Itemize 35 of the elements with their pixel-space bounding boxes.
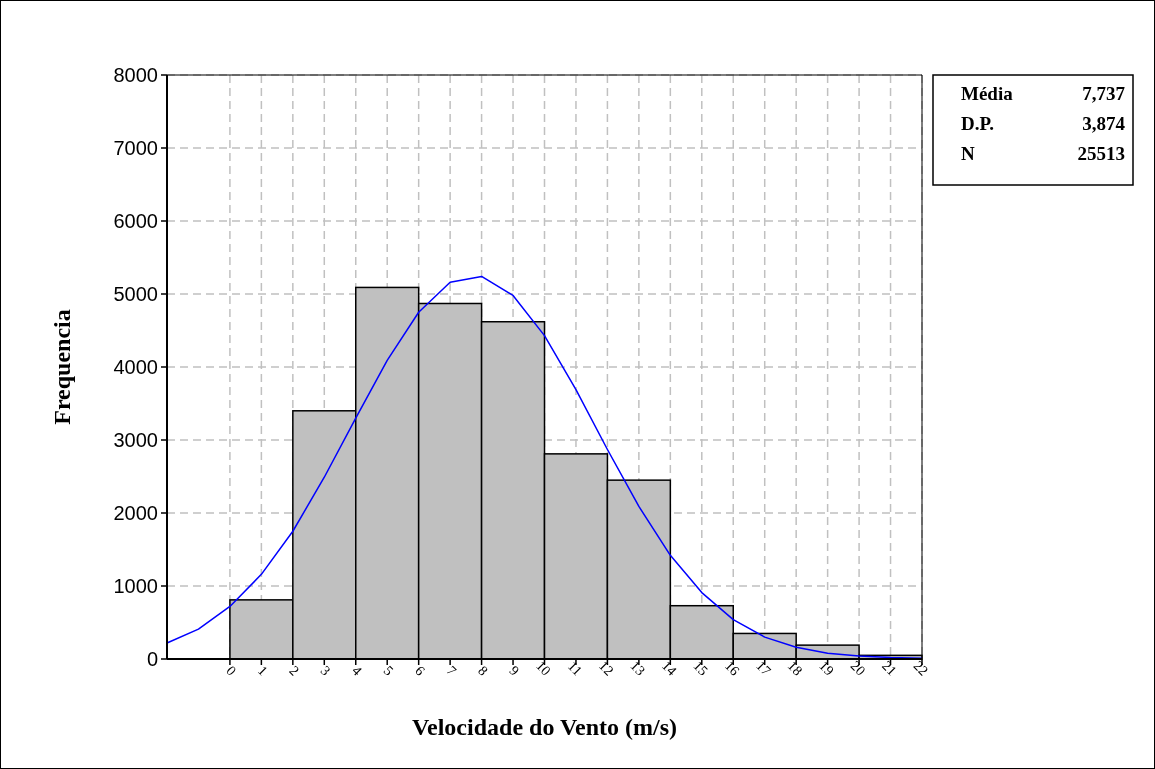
y-tick-label: 2000 [113,502,158,524]
y-tick-label: 4000 [113,356,158,378]
y-axis-title: Frequencia [49,309,75,425]
x-tick-label: 4 [349,663,365,679]
x-tick-label: 10 [533,658,554,679]
x-tick-label: 20 [847,658,869,679]
x-tick-label: 6 [412,663,428,679]
x-tick-label: 5 [380,663,397,679]
y-tick-label: 3000 [113,429,158,451]
x-tick-label: 18 [784,658,806,679]
x-tick-label: 9 [506,663,523,679]
y-tick-label: 6000 [113,210,158,232]
x-tick-label: 15 [690,658,711,679]
x-tick-label: 3 [317,663,334,679]
y-tick-label: 1000 [113,575,158,597]
x-tick-label: 22 [910,658,932,679]
text: N 25513 [961,143,1125,164]
y-tick-label: 8000 [113,64,158,86]
x-tick-label: 19 [816,658,837,679]
x-tick-label: 13 [627,658,648,679]
x-tick-label: 8 [475,663,491,679]
y-tick-label: 7000 [113,137,158,159]
x-tick-label: 2 [286,663,302,679]
x-tick-label: 11 [564,658,585,679]
x-tick-label: 14 [658,658,680,679]
text: D.P. 3,874 [961,113,1125,134]
x-axis-title: Velocidade do Vento (m/s) [411,714,678,740]
x-tick-label: 16 [721,658,743,679]
text: Média 7,737 [961,83,1125,104]
x-tick-label: 17 [753,658,774,679]
x-tick-label: 12 [595,658,617,679]
x-tick-label: 1 [254,663,271,679]
x-tick-label: 7 [443,663,460,679]
y-tick-label: 5000 [113,283,158,305]
x-tick-label: 0 [223,663,239,679]
